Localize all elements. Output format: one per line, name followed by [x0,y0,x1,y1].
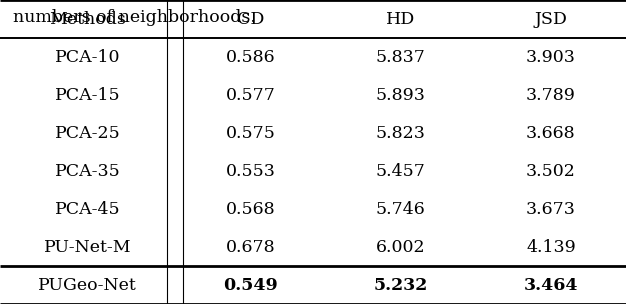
Text: 0.575: 0.575 [225,125,275,141]
Text: 0.678: 0.678 [225,239,275,255]
Text: 0.553: 0.553 [225,163,275,179]
Text: PCA-25: PCA-25 [54,125,121,141]
Text: 0.568: 0.568 [225,201,275,217]
Text: Methods: Methods [49,11,126,27]
Text: 3.673: 3.673 [526,201,576,217]
Text: 3.903: 3.903 [526,49,576,65]
Text: 0.586: 0.586 [225,49,275,65]
Text: PCA-15: PCA-15 [55,87,120,103]
Text: PU-Net-M: PU-Net-M [44,239,131,255]
Text: HD: HD [386,11,415,27]
Text: 6.002: 6.002 [376,239,426,255]
Text: 5.457: 5.457 [376,163,426,179]
Text: 3.464: 3.464 [523,277,578,293]
Text: 5.893: 5.893 [376,87,426,103]
Text: PCA-45: PCA-45 [55,201,120,217]
Text: PCA-10: PCA-10 [55,49,120,65]
Text: JSD: JSD [535,11,567,27]
Text: 0.577: 0.577 [225,87,275,103]
Text: 3.668: 3.668 [526,125,576,141]
Text: 5.823: 5.823 [376,125,426,141]
Text: 3.502: 3.502 [526,163,576,179]
Text: 3.789: 3.789 [526,87,576,103]
Text: CD: CD [237,11,264,27]
Text: PCA-35: PCA-35 [54,163,121,179]
Text: PUGeo-Net: PUGeo-Net [38,277,137,293]
Text: numbers of neighborhoods.: numbers of neighborhoods. [13,9,255,26]
Text: 4.139: 4.139 [526,239,576,255]
Text: 5.232: 5.232 [374,277,428,293]
Text: 0.549: 0.549 [223,277,278,293]
Text: 5.837: 5.837 [376,49,426,65]
Text: 5.746: 5.746 [376,201,426,217]
